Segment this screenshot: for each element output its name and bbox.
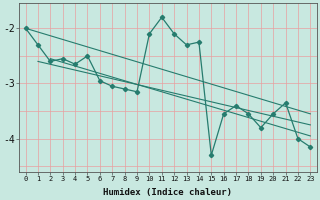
X-axis label: Humidex (Indice chaleur): Humidex (Indice chaleur): [103, 188, 232, 197]
